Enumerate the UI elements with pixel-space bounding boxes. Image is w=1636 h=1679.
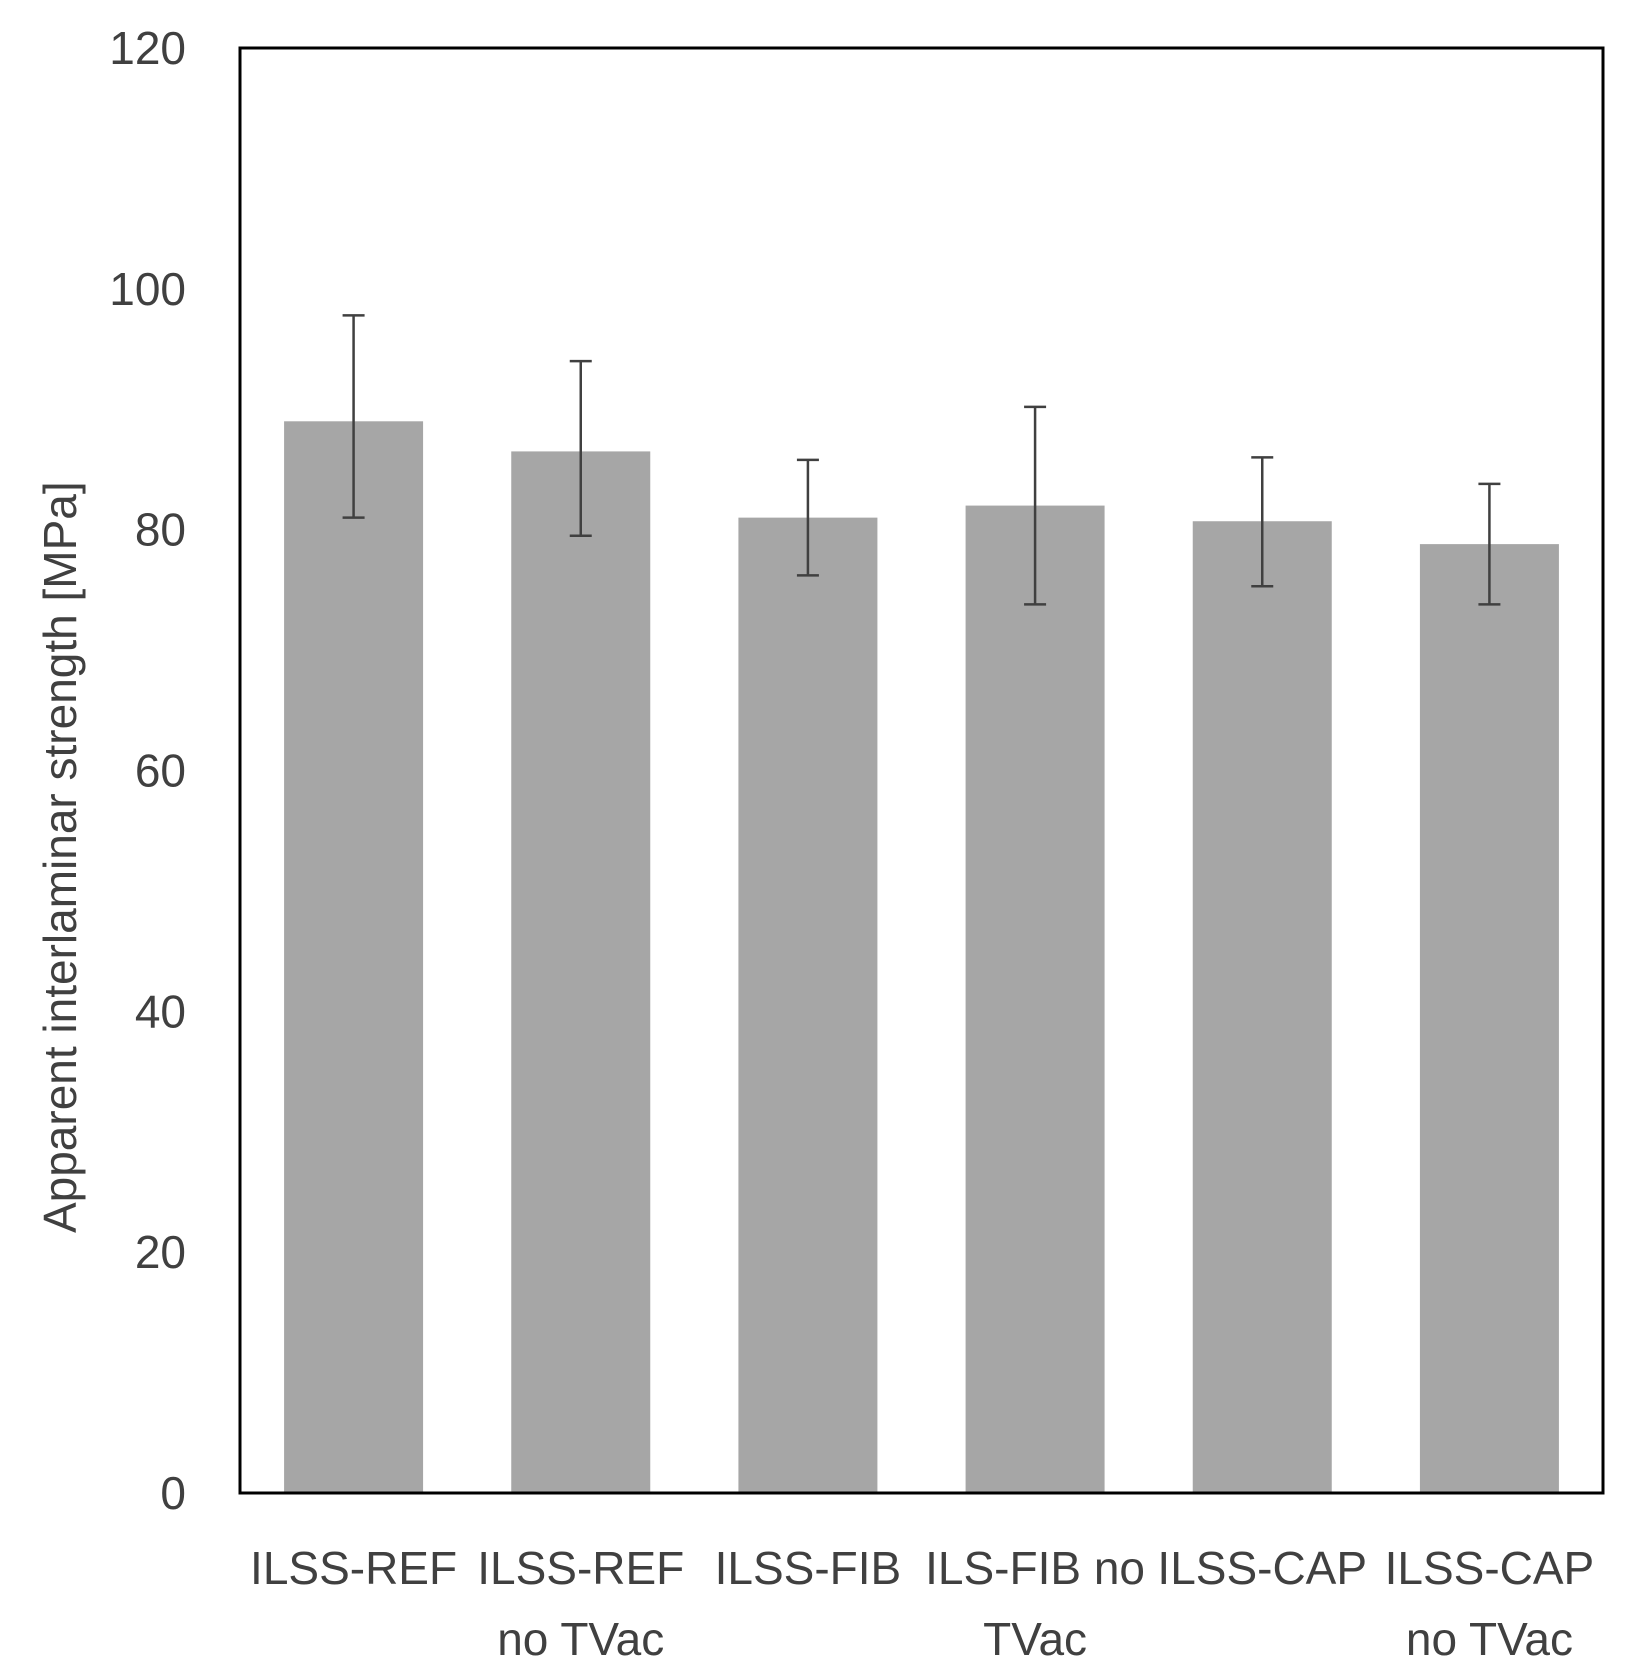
y-tick-label: 40 — [135, 985, 186, 1037]
y-tick-label: 100 — [109, 263, 186, 315]
error-bars — [342, 314, 1501, 606]
y-tick-label: 20 — [135, 1226, 186, 1278]
x-tick-label: ILSS-CAP no TVac — [1385, 1542, 1595, 1665]
bar — [965, 505, 1105, 1493]
x-tick-label: ILSS-REF no TVac — [477, 1542, 684, 1665]
bar — [1419, 544, 1559, 1493]
x-tick-label: ILSS-CAP — [1157, 1542, 1367, 1594]
plot-frame — [238, 46, 1605, 1495]
error-bar — [1478, 482, 1501, 606]
y-tick-label: 80 — [135, 504, 186, 556]
x-tick-label: ILS-FIB no TVac — [925, 1542, 1145, 1665]
y-tick-label: 60 — [135, 745, 186, 797]
x-tick-label: ILSS-REF — [250, 1542, 457, 1594]
y-tick-label: 0 — [160, 1467, 186, 1519]
x-axis-labels: ILSS-REF ILSS-REF no TVac ILSS-FIB ILS-FIB n… — [250, 1542, 1594, 1665]
bar — [1192, 521, 1332, 1493]
y-axis-title: Apparent interlaminar strength [MPa] — [34, 481, 86, 1233]
bar — [284, 421, 424, 1494]
y-tick-label: 120 — [109, 22, 186, 74]
x-tick-label: ILSS-FIB — [715, 1542, 902, 1594]
bars — [284, 421, 1559, 1494]
error-bar — [1024, 405, 1047, 606]
y-axis-ticks: 0 20 40 60 80 100 120 — [109, 22, 186, 1519]
error-bar — [1251, 456, 1274, 588]
error-bar — [569, 359, 592, 537]
error-bar — [796, 458, 819, 577]
bar — [511, 451, 651, 1493]
bar — [738, 517, 878, 1493]
error-bar — [342, 314, 365, 519]
